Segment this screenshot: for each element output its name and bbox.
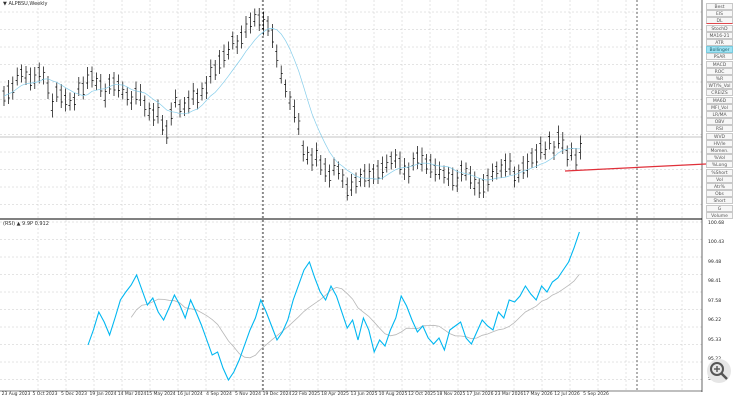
price-label: 100.43 [708,240,725,245]
time-label: 13 Jun 2025 [350,392,378,397]
zoom-button[interactable] [707,359,731,383]
moving-average-line [3,28,581,181]
indicator-button-ma6d[interactable]: MA6D [706,96,733,104]
trendline [564,163,707,172]
indicator-button-atr[interactable]: ATR [706,39,733,46]
price-label: 100.68 [708,220,725,226]
indicator-button-atr-[interactable]: Atr% [706,183,733,190]
time-label: 19 Jan 2024 [89,392,117,397]
time-label: 17 Jan 2026 [466,392,494,397]
indicator-button-macd[interactable]: MACD [706,60,733,68]
time-label: 10 Aug 2025 [378,392,408,397]
time-label: 5 Nov 2024 [235,392,261,397]
time-label: 16 Jul 2024 [177,392,203,397]
indicator-button-best[interactable]: Best [706,3,733,10]
time-label: 4 Sep 2024 [206,392,232,397]
indicator-button--long[interactable]: %Long [706,161,733,169]
indicator-button-g[interactable]: G [706,204,733,212]
time-label: 23 Aug 2023 [1,392,31,397]
time-label: 18 Nov 2025 [436,392,466,397]
indicator-button--r[interactable]: %R [706,75,733,82]
time-label: 17 May 2026 [523,392,553,397]
indicator-button-rsi[interactable]: RSI [706,125,733,133]
time-label: 19 Dec 2024 [262,392,292,397]
time-label: 18 Apr 2025 [321,392,349,397]
time-label: 23 Mar 2026 [494,392,524,397]
indicator-button-wvd[interactable]: WVD [706,132,733,140]
time-label: 14 Mar 2024 [117,392,147,397]
indicator-button-momen-[interactable]: Momen. [706,147,733,154]
price-candles [2,8,582,201]
indicator-title: (RSI) ▲ 9.9P 0.912 [3,221,49,227]
rsi-line [87,231,580,382]
price-label: 98.41 [708,279,722,284]
indicator-button-hv-le[interactable]: HV/le [706,139,733,147]
indicator-button-ma16-21[interactable]: MA16-21 [706,31,733,39]
indicator-button-mfi-vol[interactable]: MFI_Vol [706,103,733,111]
time-label: 5 Dec 2023 [61,392,87,397]
indicator-button-dl[interactable]: DL [706,17,733,25]
time-label: 12 Oct 2025 [408,392,436,397]
indicator-button-obv[interactable]: OBV [706,118,733,126]
indicator-button-volume[interactable]: Volume [706,211,733,219]
magnifier-icon [710,362,728,380]
indicator-button--vol[interactable]: %Vol [706,154,733,162]
indicator-button-lr-ma[interactable]: LR/MA [706,111,733,118]
time-label: 22 Feb 2025 [291,392,321,397]
indicator-button-bollinger[interactable]: Bollinger [706,46,733,54]
indicator-button-psar[interactable]: PSAR [706,53,733,61]
indicator-button-stochd[interactable]: StochD [706,24,733,32]
indicator-button-eis[interactable]: EIS [706,10,733,18]
price-label: 96.22 [708,318,722,323]
indicator-button-obs[interactable]: Obs [706,190,733,198]
time-label: 5 Oct 2023 [32,392,58,397]
price-label: 97.58 [708,298,722,304]
indicator-button-wt-vol[interactable]: WT/%_Vol [706,82,733,90]
price-label: 95.33 [708,337,722,343]
indicator-button-vol[interactable]: Vol [706,175,733,183]
price-label: 99.48 [708,259,722,265]
indicator-button--short[interactable]: %Short [706,168,733,176]
indicator-button-creizs[interactable]: CREIZS [706,89,733,97]
indicator-button-roc[interactable]: ROC [706,67,733,75]
time-label: 5 Sep 2026 [583,392,609,397]
indicator-button-short[interactable]: Short [706,197,733,205]
chart-title: ▼ ALPBSU,Weekly [3,1,48,7]
time-label: 15 May 2024 [146,392,176,397]
chart-grid [0,0,702,391]
rsi-signal-line [130,273,580,359]
dropdown-icon[interactable]: ▼ [3,1,9,7]
time-label: 12 Jul 2026 [554,392,580,397]
